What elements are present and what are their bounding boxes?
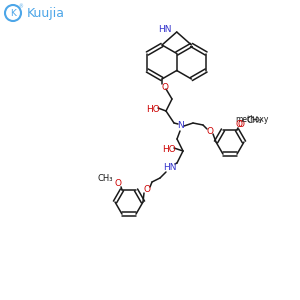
Text: O: O [143, 185, 151, 194]
Text: N: N [178, 122, 184, 130]
Text: HO: HO [146, 106, 160, 115]
Text: O: O [115, 179, 122, 188]
Text: O: O [206, 128, 214, 136]
Text: ®: ® [18, 4, 23, 10]
Text: CH₃: CH₃ [97, 174, 113, 183]
Text: HN: HN [158, 25, 172, 34]
Text: O: O [161, 82, 169, 91]
Text: CH₃: CH₃ [246, 116, 262, 125]
Text: methoxy: methoxy [235, 116, 269, 124]
Text: Kuujia: Kuujia [27, 7, 65, 20]
Text: HO: HO [162, 146, 176, 154]
Text: HN: HN [163, 164, 177, 172]
Text: O: O [238, 120, 244, 129]
Text: O: O [236, 120, 242, 129]
Text: K: K [10, 8, 16, 17]
